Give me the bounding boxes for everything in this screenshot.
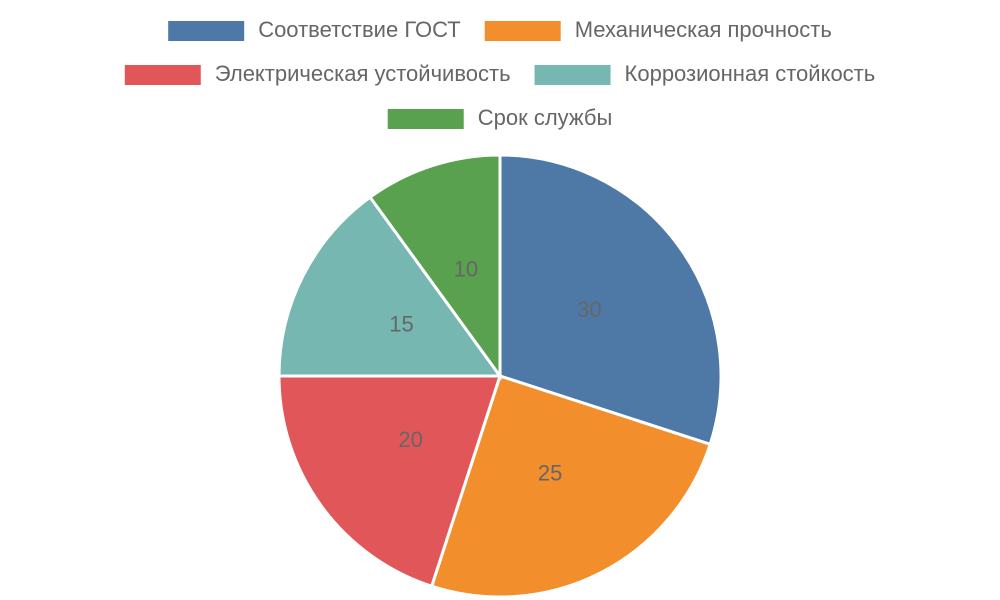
data-label: 20	[398, 427, 422, 452]
legend-swatch	[484, 21, 561, 41]
legend-label: Срок службы	[478, 105, 613, 130]
data-label: 15	[389, 312, 413, 337]
legend-label: Соответствие ГОСТ	[258, 17, 461, 42]
pie-slice	[429, 374, 713, 599]
legend-item: Соответствие ГОСТ	[168, 17, 461, 42]
legend-label: Механическая прочность	[575, 17, 832, 42]
pie: 30 25 20 15 10	[277, 153, 723, 599]
legend-item: Срок службы	[387, 105, 613, 130]
pie-slice	[277, 195, 503, 378]
legend-item: Электрическая устойчивость	[124, 61, 511, 86]
legend: Соответствие ГОСТ Механическая прочность Э…	[124, 17, 876, 130]
legend-label: Электрическая устойчивость	[215, 61, 511, 86]
legend-swatch	[387, 109, 464, 129]
legend-swatch	[534, 65, 611, 85]
legend-swatch	[168, 21, 245, 41]
legend-item: Коррозионная стойкость	[534, 61, 876, 86]
data-label: 25	[538, 460, 562, 485]
pie-slice	[498, 153, 723, 447]
legend-label: Коррозионная стойкость	[625, 61, 876, 86]
legend-swatch	[124, 65, 201, 85]
pie-slice	[368, 153, 502, 381]
data-label: 10	[454, 257, 478, 282]
pie-slice	[277, 374, 503, 589]
data-label: 30	[577, 297, 601, 322]
legend-item: Механическая прочность	[484, 17, 832, 42]
